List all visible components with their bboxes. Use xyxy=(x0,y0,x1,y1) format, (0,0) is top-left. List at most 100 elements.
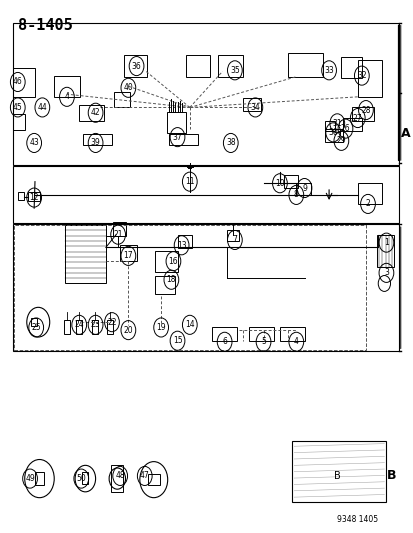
Bar xyxy=(82,472,88,484)
Bar xyxy=(292,441,385,503)
Text: 6: 6 xyxy=(222,337,226,346)
Bar xyxy=(351,108,373,120)
Bar xyxy=(76,319,82,334)
Bar xyxy=(287,53,322,77)
Bar xyxy=(79,105,104,120)
Text: 46: 46 xyxy=(13,77,23,86)
Text: 17: 17 xyxy=(123,252,133,261)
Text: 15: 15 xyxy=(172,336,182,345)
Bar xyxy=(18,192,24,200)
Text: 37: 37 xyxy=(172,133,182,142)
Bar xyxy=(279,327,304,341)
Bar xyxy=(324,120,335,131)
Text: 45: 45 xyxy=(13,103,23,112)
Bar xyxy=(124,55,147,77)
Text: 34: 34 xyxy=(250,103,260,112)
Bar xyxy=(218,55,242,77)
Bar xyxy=(177,235,191,248)
Text: 18: 18 xyxy=(166,275,176,284)
Bar xyxy=(112,222,126,236)
Text: B: B xyxy=(385,470,395,482)
Bar xyxy=(185,55,210,77)
Text: 9: 9 xyxy=(301,183,306,192)
Text: 13: 13 xyxy=(176,241,186,250)
Text: 27: 27 xyxy=(352,114,362,123)
Text: 47: 47 xyxy=(140,471,149,480)
Bar xyxy=(31,318,37,326)
Bar xyxy=(13,224,398,351)
Text: 32: 32 xyxy=(356,71,366,80)
Text: 8-1405: 8-1405 xyxy=(18,18,72,34)
Bar xyxy=(226,230,238,241)
Bar xyxy=(35,472,43,485)
Text: 5: 5 xyxy=(261,337,265,346)
Text: 11: 11 xyxy=(185,177,194,186)
Text: 26: 26 xyxy=(340,124,349,133)
Text: 3: 3 xyxy=(383,268,388,277)
Bar xyxy=(343,118,361,131)
Bar xyxy=(111,465,123,492)
Text: 38: 38 xyxy=(225,139,235,148)
Bar xyxy=(54,76,80,97)
Text: 8: 8 xyxy=(293,190,298,199)
Bar xyxy=(169,134,197,144)
Text: 4: 4 xyxy=(293,337,298,346)
Bar xyxy=(13,22,398,165)
Text: 2: 2 xyxy=(365,199,370,208)
Text: 22: 22 xyxy=(107,318,116,327)
Text: 30: 30 xyxy=(328,128,337,137)
Text: B: B xyxy=(333,471,340,481)
Bar xyxy=(13,114,25,130)
Text: 20: 20 xyxy=(123,326,133,335)
Text: A: A xyxy=(400,127,409,140)
Text: 36: 36 xyxy=(131,62,141,70)
Text: 35: 35 xyxy=(230,66,239,75)
Text: 31: 31 xyxy=(332,119,341,128)
Bar xyxy=(114,92,130,108)
Text: 16: 16 xyxy=(168,257,178,265)
Bar xyxy=(13,68,35,97)
Text: 1: 1 xyxy=(383,238,388,247)
Text: 12: 12 xyxy=(29,193,39,202)
Text: 14: 14 xyxy=(185,320,194,329)
Bar xyxy=(91,319,98,334)
Bar xyxy=(296,183,310,195)
Bar xyxy=(324,128,343,142)
Text: 43: 43 xyxy=(29,139,39,148)
Bar xyxy=(357,60,382,97)
Text: 29: 29 xyxy=(336,136,345,146)
Bar xyxy=(242,98,261,111)
Bar xyxy=(65,225,106,284)
Bar xyxy=(212,327,236,341)
Bar xyxy=(148,474,159,485)
Text: 25: 25 xyxy=(31,323,41,332)
Text: 24: 24 xyxy=(74,320,84,329)
Bar xyxy=(14,225,365,350)
Text: 40: 40 xyxy=(123,83,133,92)
Text: 4: 4 xyxy=(64,92,69,101)
Bar xyxy=(107,319,113,334)
Bar xyxy=(377,235,393,266)
Bar xyxy=(13,166,398,223)
Text: 44: 44 xyxy=(38,103,47,112)
Text: 50: 50 xyxy=(76,474,86,483)
Text: 42: 42 xyxy=(90,108,100,117)
Text: 7: 7 xyxy=(232,236,237,245)
Text: 49: 49 xyxy=(25,474,35,483)
Bar xyxy=(120,245,136,261)
Bar xyxy=(283,175,298,188)
Bar xyxy=(357,183,382,204)
Text: 39: 39 xyxy=(90,139,100,148)
Text: 28: 28 xyxy=(360,106,370,115)
Bar xyxy=(154,276,175,294)
Text: 48: 48 xyxy=(115,471,125,480)
Bar xyxy=(341,57,361,78)
Bar xyxy=(154,251,177,272)
Bar xyxy=(64,319,70,334)
Text: 21: 21 xyxy=(113,230,123,239)
Text: 9348 1405: 9348 1405 xyxy=(337,515,377,523)
Text: 10: 10 xyxy=(275,179,284,188)
Text: 19: 19 xyxy=(156,323,166,332)
Bar xyxy=(83,134,112,144)
Bar xyxy=(28,192,40,201)
